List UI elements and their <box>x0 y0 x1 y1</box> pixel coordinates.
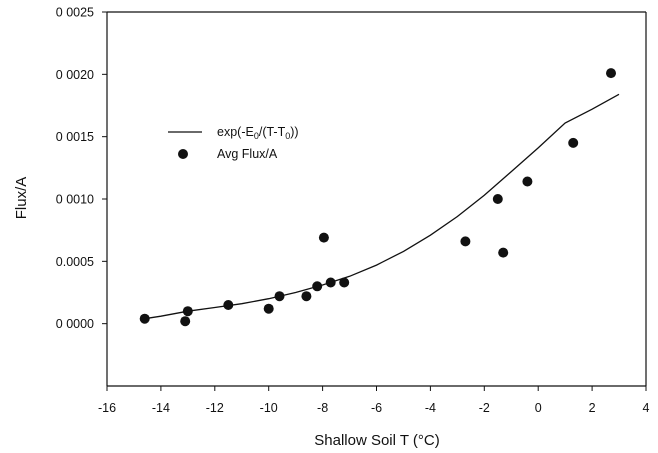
fit-curve <box>144 93 620 320</box>
y-axis: 0 0000 0.0005 0 0010 0 0015 0 0020 0 0025 <box>56 6 107 331</box>
data-point <box>263 303 274 314</box>
legend-label-points: Avg Flux/A <box>217 147 278 161</box>
y-tick-label: 0.0005 <box>56 255 94 269</box>
data-point <box>498 247 509 258</box>
x-tick-label: -4 <box>425 401 436 415</box>
data-points-layer <box>139 68 616 327</box>
data-point <box>182 306 193 317</box>
x-tick-label: -10 <box>260 401 278 415</box>
x-tick-label: -2 <box>479 401 490 415</box>
x-tick-label: -16 <box>98 401 116 415</box>
data-point <box>492 194 503 204</box>
x-axis-title: Shallow Soil T (°C) <box>314 432 440 449</box>
x-axis: -16 -14 -12 -10 -8 -6 -4 -2 0 2 4 <box>98 386 650 415</box>
plot-frame <box>106 11 647 387</box>
data-point <box>301 291 312 302</box>
data-point <box>318 232 329 243</box>
data-point <box>522 176 533 187</box>
data-point <box>180 316 191 327</box>
data-point <box>568 137 579 148</box>
x-tick-label: -6 <box>371 401 382 415</box>
y-tick-label: 0 0000 <box>56 317 94 331</box>
y-tick-label: 0 0020 <box>56 68 94 82</box>
y-tick-label: 0 0010 <box>56 193 94 207</box>
y-axis-title: Flux/A <box>13 177 30 220</box>
x-tick-label: 0 <box>535 401 542 415</box>
x-tick-label: -8 <box>317 401 328 415</box>
x-tick-label: -12 <box>206 401 224 415</box>
x-tick-label: -14 <box>152 401 170 415</box>
y-tick-label: 0 0025 <box>56 6 94 20</box>
fit-curve-layer <box>144 93 620 320</box>
x-tick-label: 2 <box>589 401 596 415</box>
data-point <box>312 281 323 292</box>
legend-marker-swatch <box>178 149 188 159</box>
data-point <box>274 291 285 302</box>
data-point <box>325 277 336 288</box>
data-point <box>339 277 350 288</box>
legend-label-fit: exp(-E0/(T-T0)) <box>217 125 299 141</box>
data-point <box>139 313 150 324</box>
x-tick-label: 4 <box>643 401 650 415</box>
data-point <box>606 68 616 79</box>
y-tick-label: 0 0015 <box>56 130 94 144</box>
data-point <box>223 300 234 310</box>
legend: exp(-E0/(T-T0)) Avg Flux/A <box>168 125 299 161</box>
data-point <box>460 236 471 247</box>
